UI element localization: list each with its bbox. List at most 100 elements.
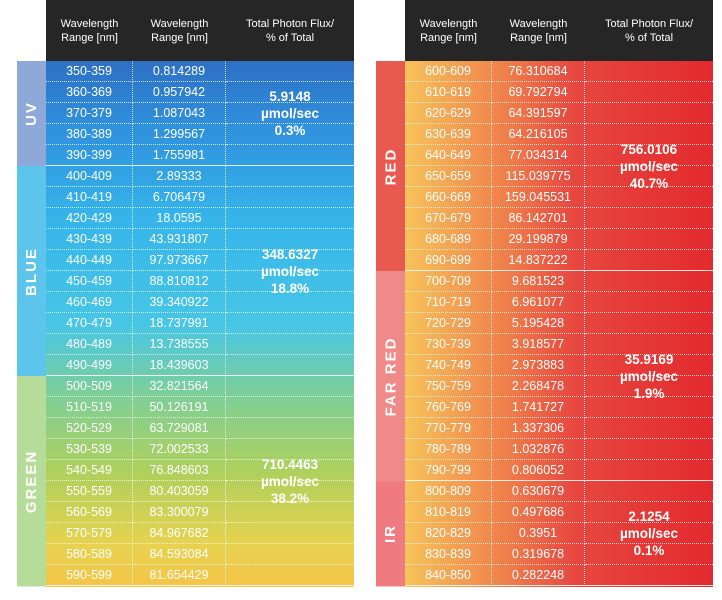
total-cell — [585, 460, 713, 481]
photon-flux-value: 76.848603 — [133, 460, 226, 481]
group-label-green: GREEN — [17, 376, 46, 587]
table-body: 600-609 76.310684 610-619 69.792794 620-629 6… — [405, 61, 713, 586]
total-value: 35.9169 — [624, 351, 674, 367]
wavelength-range: 590-599 — [46, 565, 133, 586]
total-unit: µmol/sec — [260, 263, 320, 279]
table-row: 830-839 0.319678 — [405, 544, 713, 565]
wavelength-range: 370-379 — [46, 103, 133, 124]
photon-flux-value: 0.3951 — [492, 523, 585, 544]
total-percent: 0.1% — [633, 543, 665, 558]
photon-flux-value: 39.340922 — [133, 292, 226, 313]
total-cell — [585, 565, 713, 586]
total-percent: 18.8% — [270, 280, 310, 296]
wavelength-range: 500-509 — [46, 376, 133, 397]
wavelength-range: 830-839 — [405, 544, 492, 565]
total-cell — [226, 271, 354, 292]
total-cell — [226, 397, 354, 418]
photon-flux-value: 77.034314 — [492, 145, 585, 166]
total-unit: µmol/sec — [619, 158, 679, 174]
photon-flux-value: 83.300079 — [133, 502, 226, 523]
wavelength-range: 570-579 — [46, 523, 133, 544]
photon-flux-value: 18.737991 — [133, 313, 226, 334]
total-cell — [585, 502, 713, 523]
photon-flux-value: 2.268478 — [492, 376, 585, 397]
total-cell — [585, 145, 713, 166]
total-unit: µmol/sec — [260, 106, 320, 121]
photon-flux-value: 1.755981 — [133, 145, 226, 166]
wavelength-range: 380-389 — [46, 124, 133, 145]
photon-flux-value: 115.039775 — [492, 166, 585, 187]
total-cell — [226, 103, 354, 124]
wavelength-range: 820-829 — [405, 523, 492, 544]
total-value: 5.9148 — [269, 89, 311, 104]
wavelength-range: 660-669 — [405, 187, 492, 208]
total-cell — [226, 208, 354, 229]
total-cell — [226, 250, 354, 271]
photon-flux-value: 1.299567 — [133, 124, 226, 145]
total-percent: 40.7% — [629, 175, 669, 191]
table-row: 360-369 0.957942 — [46, 82, 354, 103]
wavelength-range: 630-639 — [405, 124, 492, 145]
header-wavelength-range: Wavelength Range [nm] — [60, 17, 119, 44]
group-total-ir: 2.1254 µmol/sec 0.1% — [585, 481, 713, 586]
table-row: 370-379 1.087043 — [46, 103, 354, 124]
group-label-uv: UV — [17, 61, 46, 167]
group-label-blue: BLUE — [17, 166, 46, 377]
group-name: IR — [382, 524, 399, 543]
total-cell — [585, 103, 713, 124]
wavelength-range: 360-369 — [46, 82, 133, 103]
total-cell — [585, 334, 713, 355]
wavelength-range: 740-749 — [405, 355, 492, 376]
total-cell — [585, 166, 713, 187]
total-cell — [226, 502, 354, 523]
table-row: 520-529 63.729081 — [46, 418, 354, 439]
group-name: GREEN — [23, 449, 40, 513]
total-percent: 0.3% — [274, 123, 306, 138]
wavelength-range: 450-459 — [46, 271, 133, 292]
total-cell — [585, 376, 713, 397]
total-cell — [585, 418, 713, 439]
table-row: 760-769 1.741727 — [405, 397, 713, 418]
header-total-photon-flux: Total Photon Flux/ % of Total — [245, 17, 335, 44]
table-row: 790-799 0.806052 — [405, 460, 713, 481]
table-row: 620-629 64.391597 — [405, 103, 713, 124]
wavelength-range: 700-709 — [405, 271, 492, 292]
left-table: Wavelength Range [nm] Wavelength Range [… — [17, 0, 354, 587]
table-row: 720-729 5.195428 — [405, 313, 713, 334]
table-row: 590-599 81.654429 — [46, 565, 354, 586]
wavelength-range: 550-559 — [46, 481, 133, 502]
photon-flux-value: 0.282248 — [492, 565, 585, 586]
photon-flux-value: 5.195428 — [492, 313, 585, 334]
total-cell — [585, 271, 713, 292]
group-name: RED — [382, 147, 400, 185]
table-row: 580-589 84.593084 — [46, 544, 354, 565]
photon-flux-value: 63.729081 — [133, 418, 226, 439]
table-row: 410-419 6.706479 — [46, 187, 354, 208]
photon-flux-value: 0.957942 — [133, 82, 226, 103]
table-header: Wavelength Range [nm] Wavelength Range [… — [46, 0, 354, 61]
table-row: 750-759 2.268478 — [405, 376, 713, 397]
photon-flux-value: 1.087043 — [133, 103, 226, 124]
table-row: 810-819 0.497686 — [405, 502, 713, 523]
group-name: BLUE — [23, 246, 40, 296]
table-row: 680-689 29.199879 — [405, 229, 713, 250]
table-row: 530-539 72.002533 — [46, 439, 354, 460]
header-wavelength-range-2: Wavelength Range [nm] — [150, 17, 209, 44]
wavelength-range: 810-819 — [405, 502, 492, 523]
wavelength-range: 430-439 — [46, 229, 133, 250]
table-row: 570-579 84.967682 — [46, 523, 354, 544]
wavelength-range: 530-539 — [46, 439, 133, 460]
wavelength-range: 840-850 — [405, 565, 492, 586]
wavelength-range: 540-549 — [46, 460, 133, 481]
photon-flux-value: 50.126191 — [133, 397, 226, 418]
total-cell — [585, 523, 713, 544]
table-row: 440-449 97.973667 — [46, 250, 354, 271]
wavelength-range: 600-609 — [405, 61, 492, 82]
wavelength-range: 710-719 — [405, 292, 492, 313]
photon-flux-value: 13.738555 — [133, 334, 226, 355]
total-cell — [226, 313, 354, 334]
wavelength-range: 640-649 — [405, 145, 492, 166]
photon-flux-value: 2.89333 — [133, 166, 226, 187]
table-row: 800-809 0.630679 — [405, 481, 713, 502]
photon-flux-value: 64.216105 — [492, 124, 585, 145]
